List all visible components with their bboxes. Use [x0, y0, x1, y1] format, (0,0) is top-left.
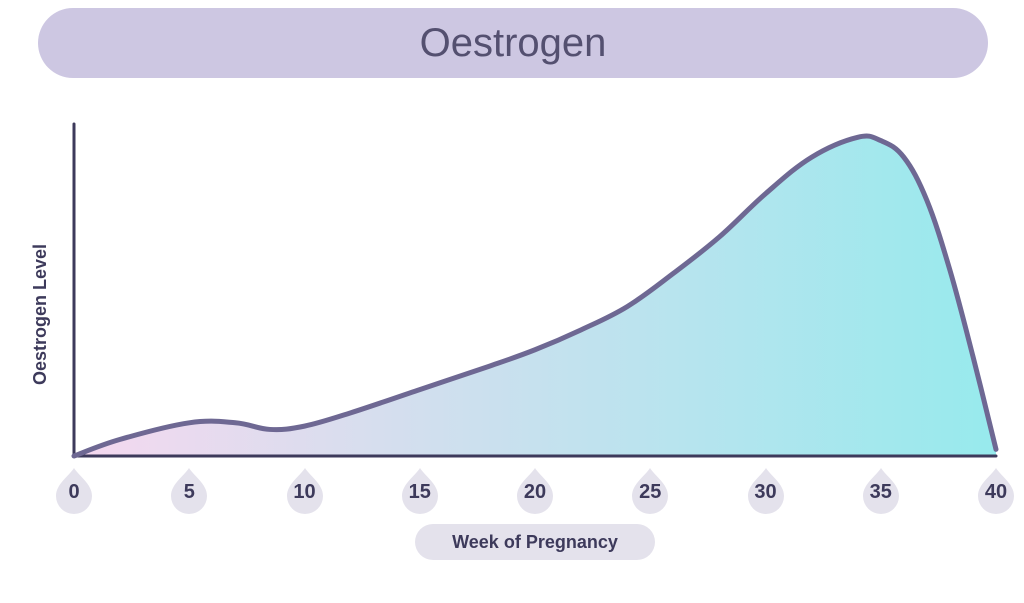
x-tick-label: 25 — [639, 481, 661, 504]
x-tick-label: 10 — [293, 481, 315, 504]
x-tick-drop: 20 — [513, 466, 557, 514]
x-tick-drop: 15 — [398, 466, 442, 514]
area-fill — [74, 136, 996, 456]
x-axis-label-pill: Week of Pregnancy — [415, 524, 655, 560]
x-tick-drop: 5 — [167, 466, 211, 514]
x-tick-drop: 0 — [52, 466, 96, 514]
x-tick-drop: 10 — [283, 466, 327, 514]
chart-title: Oestrogen — [420, 21, 607, 66]
x-tick-label: 15 — [409, 481, 431, 504]
chart-area — [70, 120, 1000, 460]
x-tick-label: 40 — [985, 481, 1007, 504]
x-tick-drop: 25 — [628, 466, 672, 514]
x-axis-label: Week of Pregnancy — [452, 532, 618, 553]
y-axis-label: Oestrogen Level — [30, 244, 51, 385]
x-tick-label: 5 — [184, 481, 195, 504]
x-tick-label: 35 — [870, 481, 892, 504]
x-tick-drop: 35 — [859, 466, 903, 514]
x-tick-label: 30 — [754, 481, 776, 504]
area-chart-svg — [70, 120, 1000, 460]
x-tick-drop: 40 — [974, 466, 1018, 514]
x-tick-label: 20 — [524, 481, 546, 504]
title-banner: Oestrogen — [38, 8, 988, 78]
x-tick-label: 0 — [68, 481, 79, 504]
x-tick-drop: 30 — [744, 466, 788, 514]
